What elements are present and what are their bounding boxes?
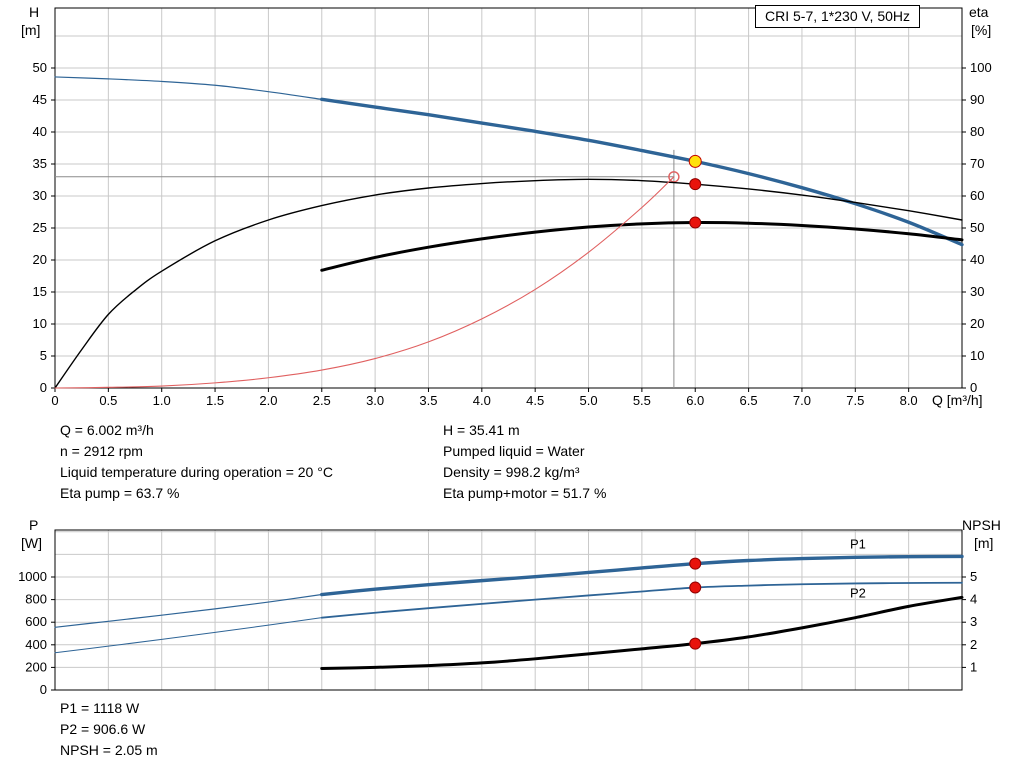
- svg-text:1.0: 1.0: [153, 393, 171, 408]
- svg-text:2.5: 2.5: [313, 393, 331, 408]
- q-axis-label: Q [m³/h]: [932, 392, 983, 408]
- footer-p2: P2 = 906.6 W: [60, 721, 146, 737]
- p-axis-unit: [W]: [21, 535, 42, 551]
- h-axis-label: H: [29, 4, 40, 20]
- svg-text:80: 80: [970, 124, 984, 139]
- annotation-density: Density = 998.2 kg/m³: [443, 464, 580, 480]
- svg-text:P1: P1: [850, 536, 866, 551]
- power-npsh-chart: 0 200 400 600 800 1000 1 2 3 4 5 P1 P2: [18, 529, 977, 697]
- svg-text:0: 0: [51, 393, 58, 408]
- qh-eta-chart: 0 0.5 1.0 1.5 2.0 2.5 3.0 3.5 4.0 4.5 5.0 5.5 6.0 6.5…: [33, 7, 992, 408]
- annotation-pumped-liquid: Pumped liquid = Water: [443, 443, 585, 459]
- svg-text:3.0: 3.0: [366, 393, 384, 408]
- svg-text:5: 5: [40, 348, 47, 363]
- svg-text:1: 1: [970, 659, 977, 674]
- svg-text:90: 90: [970, 92, 984, 107]
- annotation-eta-pump-motor: Eta pump+motor = 51.7 %: [443, 485, 607, 501]
- svg-text:400: 400: [25, 637, 47, 652]
- footer-npsh: NPSH = 2.05 m: [60, 742, 158, 758]
- annotation-eta-pump: Eta pump = 63.7 %: [60, 485, 180, 501]
- svg-text:2: 2: [970, 637, 977, 652]
- svg-text:P2: P2: [850, 586, 866, 601]
- svg-text:35: 35: [33, 156, 47, 171]
- svg-text:0: 0: [970, 380, 977, 395]
- svg-text:50: 50: [33, 60, 47, 75]
- svg-text:50: 50: [970, 220, 984, 235]
- svg-text:4: 4: [970, 592, 977, 607]
- svg-text:0: 0: [40, 380, 47, 395]
- svg-text:200: 200: [25, 659, 47, 674]
- svg-text:45: 45: [33, 92, 47, 107]
- svg-text:60: 60: [970, 188, 984, 203]
- svg-text:40: 40: [970, 252, 984, 267]
- footer-values: P1 = 1118 W P2 = 906.6 W NPSH = 2.05 m: [60, 698, 158, 761]
- svg-text:15: 15: [33, 284, 47, 299]
- svg-text:3: 3: [970, 614, 977, 629]
- svg-text:8.0: 8.0: [900, 393, 918, 408]
- svg-text:10: 10: [970, 348, 984, 363]
- svg-text:70: 70: [970, 156, 984, 171]
- svg-text:4.5: 4.5: [526, 393, 544, 408]
- annotation-speed: n = 2912 rpm: [60, 443, 143, 459]
- p-axis-label: P: [29, 517, 39, 533]
- svg-text:800: 800: [25, 592, 47, 607]
- svg-text:0.5: 0.5: [99, 393, 117, 408]
- svg-text:5.0: 5.0: [579, 393, 597, 408]
- annotation-column-left: Q = 6.002 m³/h n = 2912 rpm Liquid tempe…: [60, 420, 333, 504]
- svg-text:25: 25: [33, 220, 47, 235]
- svg-text:30: 30: [970, 284, 984, 299]
- annotation-column-right: H = 35.41 m Pumped liquid = Water Densit…: [443, 420, 606, 504]
- svg-text:0: 0: [40, 682, 47, 697]
- svg-text:6.5: 6.5: [740, 393, 758, 408]
- svg-text:7.5: 7.5: [846, 393, 864, 408]
- svg-text:2.0: 2.0: [259, 393, 277, 408]
- svg-text:1.5: 1.5: [206, 393, 224, 408]
- annotation-head: H = 35.41 m: [443, 422, 520, 438]
- svg-text:4.0: 4.0: [473, 393, 491, 408]
- eta-axis-label: eta: [969, 4, 989, 20]
- svg-text:7.0: 7.0: [793, 393, 811, 408]
- svg-text:1000: 1000: [18, 569, 47, 584]
- svg-text:20: 20: [33, 252, 47, 267]
- svg-text:5: 5: [970, 569, 977, 584]
- svg-text:5.5: 5.5: [633, 393, 651, 408]
- h-axis-unit: [m]: [21, 22, 41, 38]
- npsh-axis-label: NPSH: [962, 517, 1001, 533]
- annotation-liquid-temperature: Liquid temperature during operation = 20…: [60, 464, 333, 480]
- svg-text:40: 40: [33, 124, 47, 139]
- svg-text:6.0: 6.0: [686, 393, 704, 408]
- svg-text:10: 10: [33, 316, 47, 331]
- eta-axis-unit: [%]: [971, 22, 992, 38]
- annotation-flow: Q = 6.002 m³/h: [60, 422, 154, 438]
- svg-text:20: 20: [970, 316, 984, 331]
- svg-text:100: 100: [970, 60, 992, 75]
- svg-text:600: 600: [25, 614, 47, 629]
- npsh-axis-unit: [m]: [974, 535, 994, 551]
- svg-text:3.5: 3.5: [419, 393, 437, 408]
- pump-model-title-box: CRI 5-7, 1*230 V, 50Hz: [755, 5, 921, 28]
- footer-p1: P1 = 1118 W: [60, 700, 140, 716]
- svg-text:30: 30: [33, 188, 47, 203]
